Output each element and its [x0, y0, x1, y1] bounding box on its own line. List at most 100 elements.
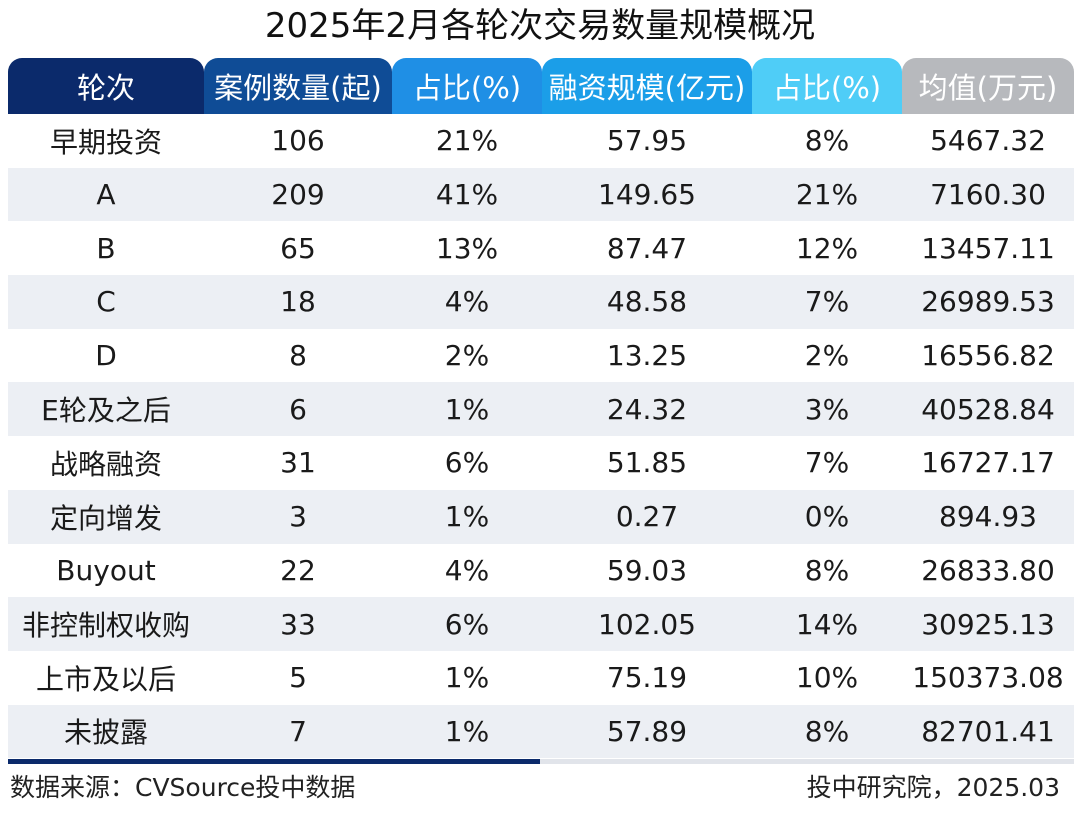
bottom-divider-light	[540, 759, 1074, 764]
cell-count-share: 2%	[444, 339, 490, 373]
cell-scale-share: 8%	[804, 714, 850, 748]
cell-average: 13457.11	[921, 231, 1055, 265]
cell-count-share: 1%	[444, 714, 490, 748]
cell-average: 16556.82	[921, 339, 1055, 373]
cell-count-share: 1%	[444, 500, 490, 534]
table-row: B 65 13% 87.47 12% 13457.11	[8, 221, 1074, 275]
cell-round: Buyout	[56, 553, 156, 587]
cell-scale-share: 14%	[795, 607, 859, 641]
cell-average: 26989.53	[921, 285, 1055, 319]
cell-count-share: 1%	[444, 392, 490, 426]
cell-funding-scale: 87.47	[606, 231, 688, 265]
cell-average: 7160.30	[930, 178, 1046, 212]
cell-scale-share: 3%	[804, 392, 850, 426]
cell-funding-scale: 102.05	[598, 607, 696, 641]
header-count-share: 占比(%)	[392, 58, 542, 114]
table-title: 2025年2月各轮次交易数量规模概况	[264, 6, 816, 46]
cell-scale-share: 2%	[804, 339, 850, 373]
cell-round: A	[96, 178, 116, 212]
table-row: 定向增发 3 1% 0.27 0% 894.93	[8, 489, 1074, 544]
cell-round: E轮及之后	[41, 394, 171, 428]
cell-round: D	[95, 339, 117, 373]
cell-funding-scale: 57.95	[606, 124, 688, 158]
cell-deal-count: 8	[289, 339, 307, 373]
table-header: 轮次 案例数量(起) 占比(%) 融资规模(亿元) 占比(%) 均值(万元)	[8, 58, 1074, 114]
cell-count-share: 6%	[444, 446, 490, 480]
cell-scale-share: 8%	[804, 553, 850, 587]
header-round: 轮次	[8, 58, 204, 114]
credit-note: 投中研究院，2025.03	[806, 773, 1060, 802]
footer: 数据来源：CVSource投中数据 投中研究院，2025.03	[10, 766, 1060, 806]
cell-deal-count: 209	[271, 178, 325, 212]
cell-funding-scale: 24.32	[606, 392, 688, 426]
cell-funding-scale: 59.03	[606, 553, 688, 587]
cell-count-share: 13%	[435, 231, 499, 265]
cell-average: 82701.41	[921, 714, 1055, 748]
cell-funding-scale: 149.65	[598, 178, 696, 212]
cell-count-share: 4%	[444, 553, 490, 587]
cell-scale-share: 10%	[795, 661, 859, 695]
cell-round: 上市及以后	[35, 662, 176, 696]
table-row: 上市及以后 5 1% 75.19 10% 150373.08	[8, 651, 1074, 705]
header-funding-scale: 融资规模(亿元)	[542, 58, 752, 114]
table-row: D 8 2% 13.25 2% 16556.82	[8, 329, 1074, 383]
cell-deal-count: 5	[289, 661, 307, 695]
table-row: Buyout 22 4% 59.03 8% 26833.80	[8, 544, 1074, 598]
cell-average: 40528.84	[921, 392, 1055, 426]
cell-count-share: 6%	[444, 607, 490, 641]
table-row: 非控制权收购 33 6% 102.05 14% 30925.13	[8, 597, 1074, 651]
cell-round: C	[96, 285, 116, 319]
cell-round: 未披露	[63, 716, 148, 750]
table-row: 战略融资 31 6% 51.85 7% 16727.17	[8, 436, 1074, 490]
cell-deal-count: 31	[280, 446, 316, 480]
cell-round: 早期投资	[49, 125, 162, 159]
table-row: 未披露 7 1% 57.89 8% 82701.41	[8, 704, 1074, 759]
cell-average: 150373.08	[912, 661, 1064, 695]
cell-scale-share: 12%	[795, 231, 859, 265]
table-row: C 18 4% 48.58 7% 26989.53	[8, 275, 1074, 329]
cell-funding-scale: 51.85	[606, 446, 688, 480]
header-average: 均值(万元)	[902, 58, 1074, 114]
cell-funding-scale: 13.25	[606, 339, 688, 373]
cell-deal-count: 3	[289, 500, 307, 534]
cell-funding-scale: 75.19	[606, 661, 688, 695]
source-note: 数据来源：CVSource投中数据	[10, 773, 356, 802]
table-row: E轮及之后 6 1% 24.32 3% 40528.84	[8, 382, 1074, 437]
table-body: 早期投资 106 21% 57.95 8% 5467.32 A 209 41% 149.65 21%…	[8, 114, 1074, 759]
cell-round: 战略融资	[49, 447, 162, 481]
cell-scale-share: 0%	[804, 500, 850, 534]
table-row: 早期投资 106 21% 57.95 8% 5467.32	[8, 114, 1074, 168]
cell-deal-count: 33	[280, 607, 316, 641]
cell-scale-share: 7%	[804, 446, 850, 480]
cell-average: 16727.17	[921, 446, 1055, 480]
cell-scale-share: 7%	[804, 285, 850, 319]
cell-deal-count: 18	[280, 285, 316, 319]
cell-round: 非控制权收购	[21, 609, 190, 643]
table-row: A 209 41% 149.65 21% 7160.30	[8, 167, 1074, 222]
data-table: 轮次 案例数量(起) 占比(%) 融资规模(亿元) 占比(%) 均值(万元) 早…	[8, 58, 1074, 759]
cell-count-share: 1%	[444, 661, 490, 695]
cell-deal-count: 65	[280, 231, 316, 265]
cell-average: 26833.80	[921, 553, 1055, 587]
cell-funding-scale: 48.58	[606, 285, 688, 319]
bottom-divider-dark	[8, 759, 540, 764]
cell-count-share: 4%	[444, 285, 490, 319]
cell-funding-scale: 0.27	[615, 500, 679, 534]
cell-funding-scale: 57.89	[606, 714, 688, 748]
cell-count-share: 41%	[435, 178, 499, 212]
cell-count-share: 21%	[435, 124, 499, 158]
cell-round: 定向增发	[49, 501, 162, 535]
header-scale-share: 占比(%)	[752, 58, 902, 114]
cell-average: 30925.13	[921, 607, 1055, 641]
cell-deal-count: 7	[289, 714, 307, 748]
cell-deal-count: 106	[271, 124, 325, 158]
cell-scale-share: 8%	[804, 124, 850, 158]
cell-deal-count: 6	[289, 392, 307, 426]
cell-deal-count: 22	[280, 553, 316, 587]
bottom-divider	[8, 759, 1074, 764]
cell-scale-share: 21%	[795, 178, 859, 212]
cell-average: 5467.32	[930, 124, 1046, 158]
cell-average: 894.93	[939, 500, 1037, 534]
header-deal-count: 案例数量(起)	[204, 58, 392, 114]
cell-round: B	[96, 231, 116, 265]
